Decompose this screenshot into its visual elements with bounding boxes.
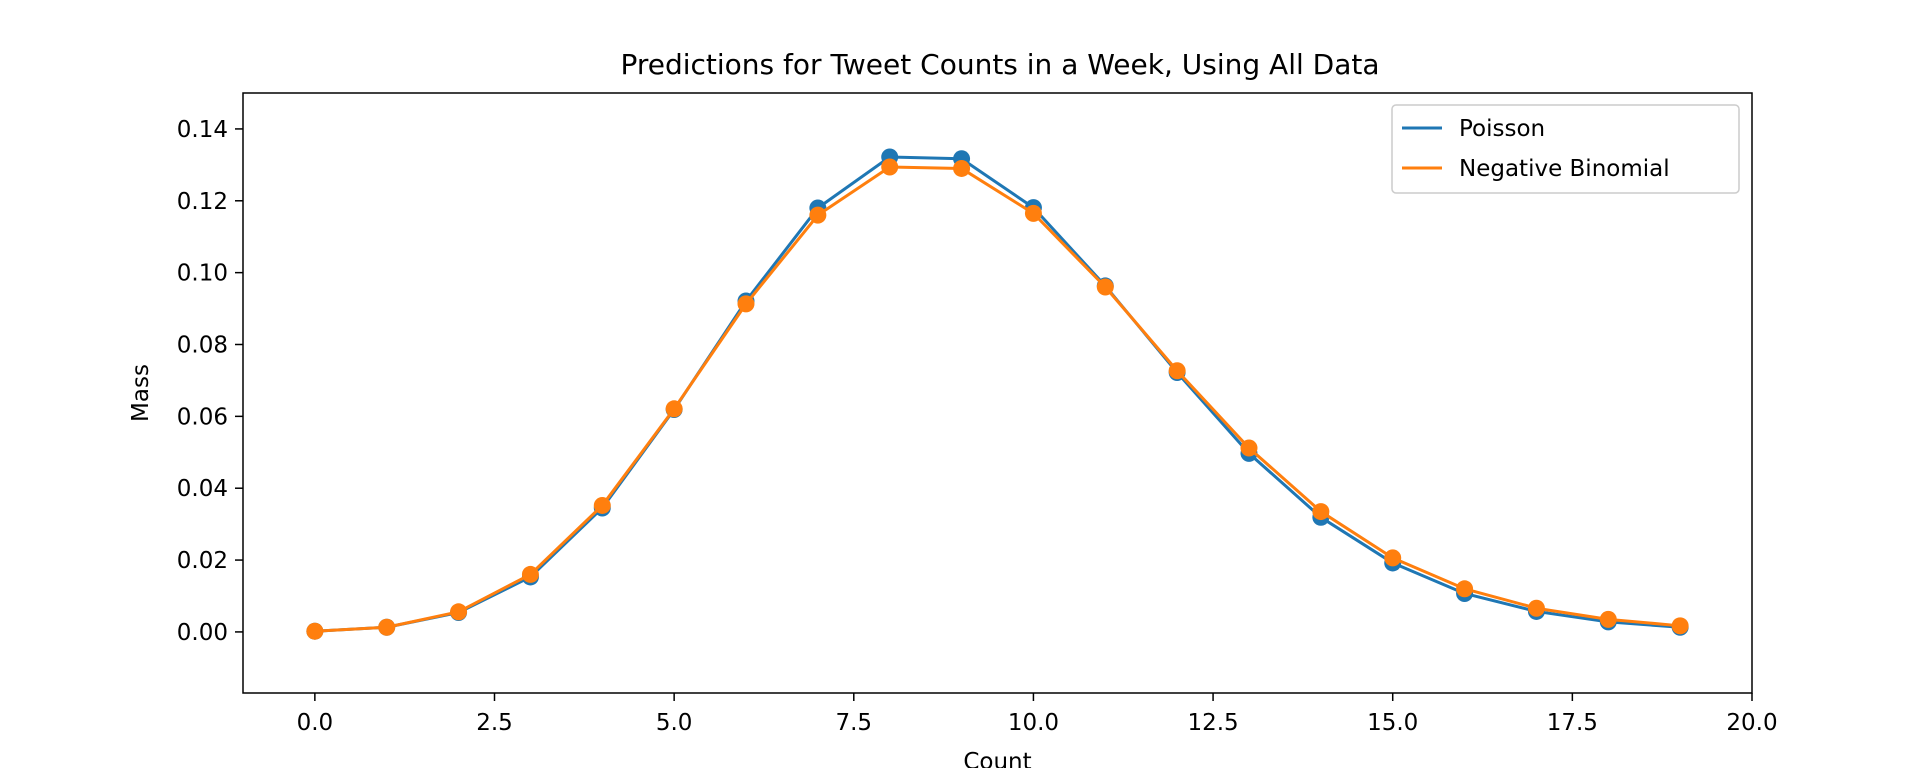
series-poisson [306, 148, 1689, 640]
data-point [593, 496, 611, 514]
legend-label: Negative Binomial [1459, 156, 1670, 182]
data-point [1168, 362, 1186, 380]
legend-box [1391, 104, 1740, 194]
series-layer [306, 148, 1689, 640]
x-tick-label: 2.5 [476, 710, 513, 736]
x-axis-title: Count [963, 749, 1031, 768]
y-tick-label: 0.04 [177, 476, 228, 502]
y-tick-label: 0.02 [177, 548, 228, 574]
data-point [953, 159, 971, 177]
x-axis: 0.0 2.5 5.0 7.5 10.0 12.5 15.0 17.5 20.0 [297, 693, 1778, 736]
data-point [521, 565, 539, 583]
x-tick-label: 0.0 [297, 710, 334, 736]
legend: Poisson Negative Binomial [1391, 104, 1740, 194]
x-tick-label: 5.0 [656, 710, 693, 736]
y-tick-label: 0.12 [177, 189, 228, 215]
series-negative-binomial [306, 158, 1689, 640]
y-tick-label: 0.10 [177, 261, 228, 287]
plot-area-frame [242, 92, 1753, 694]
data-point [1527, 599, 1545, 617]
x-tick-label: 7.5 [835, 710, 872, 736]
data-point [1384, 549, 1402, 567]
x-tick-label: 10.0 [1008, 710, 1059, 736]
data-point [1024, 204, 1042, 222]
data-point [881, 158, 899, 176]
x-tick-label: 12.5 [1187, 710, 1238, 736]
y-tick-label: 0.08 [177, 332, 228, 358]
data-point [1312, 503, 1330, 521]
data-point [378, 618, 396, 636]
data-point [1671, 617, 1689, 635]
x-tick-label: 20.0 [1726, 710, 1777, 736]
y-axis: 0.00 0.02 0.04 0.06 0.08 0.10 0.12 0.14 [177, 117, 243, 646]
data-point [665, 400, 683, 418]
y-tick-label: 0.00 [177, 620, 228, 646]
x-tick-label: 17.5 [1547, 710, 1598, 736]
y-tick-label: 0.06 [177, 404, 228, 430]
data-point [450, 603, 468, 621]
chart-title: Predictions for Tweet Counts in a Week, … [620, 48, 1379, 81]
data-point [809, 206, 827, 224]
data-point [1599, 610, 1617, 628]
legend-label: Poisson [1459, 116, 1545, 142]
data-point [306, 622, 324, 640]
data-point [737, 295, 755, 313]
series-line [314, 165, 1681, 633]
data-point [1240, 439, 1258, 457]
y-tick-label: 0.14 [177, 117, 228, 143]
series-line [314, 155, 1681, 633]
data-point [1096, 278, 1114, 296]
y-axis-title: Mass [128, 364, 154, 422]
data-point [1456, 580, 1474, 598]
x-tick-label: 15.0 [1367, 710, 1418, 736]
